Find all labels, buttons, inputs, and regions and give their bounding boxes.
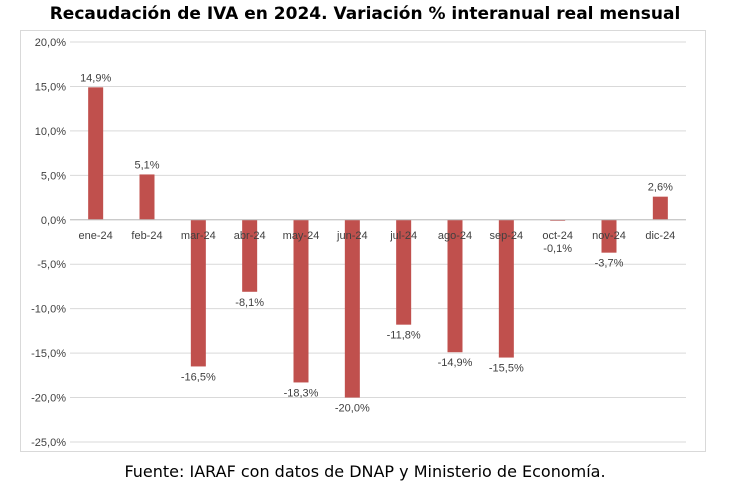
data-label: 14,9%: [80, 72, 111, 84]
bar: [601, 219, 617, 253]
x-category-label: mar-24: [181, 230, 216, 242]
bar: [88, 87, 104, 220]
chart-source-note: Fuente: IARAF con datos de DNAP y Minist…: [124, 462, 606, 481]
bar: [652, 196, 668, 220]
y-tick-label: 10,0%: [35, 126, 66, 138]
y-tick-label: 0,0%: [41, 215, 66, 227]
bar: [242, 219, 258, 292]
bar: [344, 219, 360, 398]
data-label: 5,1%: [134, 159, 159, 171]
y-tick-label: -15,0%: [31, 348, 66, 360]
x-category-label: oct-24: [542, 230, 573, 242]
y-tick-label: 5,0%: [41, 170, 66, 182]
data-label: -8,1%: [235, 297, 264, 309]
x-category-label: may-24: [283, 230, 320, 242]
x-category-label: feb-24: [131, 230, 162, 242]
x-category-label: sep-24: [490, 230, 524, 242]
bar: [190, 219, 206, 367]
chart-frame: [20, 30, 706, 452]
data-label: 2,6%: [648, 182, 673, 194]
x-category-label: jun-24: [336, 230, 368, 242]
bar: [498, 219, 514, 358]
data-label: -3,7%: [595, 258, 624, 270]
y-tick-label: -5,0%: [37, 259, 66, 271]
x-category-label: ago-24: [438, 230, 472, 242]
y-tick-label: -25,0%: [31, 437, 66, 449]
data-label: -15,5%: [489, 363, 524, 375]
x-category-label: abr-24: [234, 230, 266, 242]
data-label: -0,1%: [543, 243, 572, 255]
chart-title: Recaudación de IVA en 2024. Variación % …: [49, 4, 681, 24]
bar: [396, 219, 412, 325]
x-category-label: nov-24: [592, 230, 626, 242]
bar: [139, 174, 155, 220]
data-label: -18,3%: [284, 387, 319, 399]
bar: [293, 219, 309, 383]
y-tick-label: 15,0%: [35, 81, 66, 93]
bar: [447, 219, 463, 353]
x-category-label: dic-24: [645, 230, 675, 242]
x-category-label: ene-24: [79, 230, 113, 242]
y-tick-label: 20,0%: [35, 37, 66, 49]
y-tick-label: -20,0%: [31, 393, 66, 405]
y-tick-label: -10,0%: [31, 304, 66, 316]
x-category-label: jul-24: [389, 230, 417, 242]
data-label: -14,9%: [438, 357, 473, 369]
data-label: -11,8%: [387, 330, 421, 342]
data-label: -20,0%: [335, 403, 370, 415]
data-label: -16,5%: [181, 371, 216, 383]
